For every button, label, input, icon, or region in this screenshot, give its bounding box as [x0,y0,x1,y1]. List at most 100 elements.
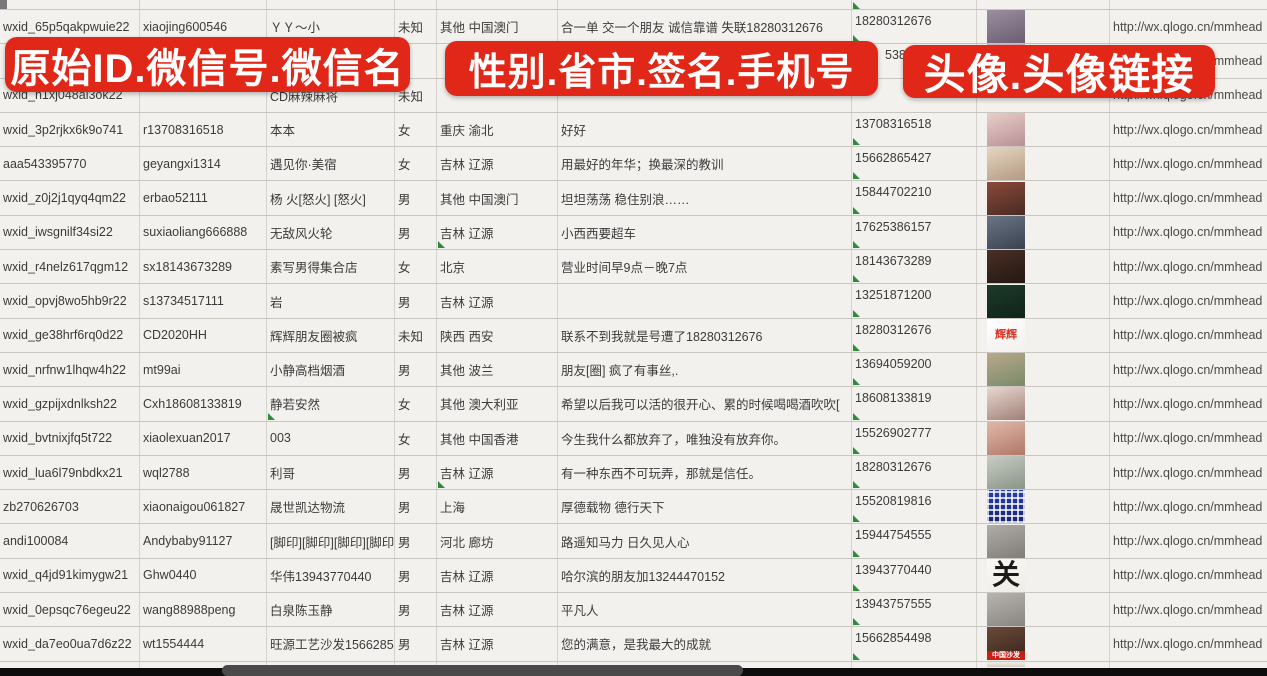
cell-original-id[interactable]: wxid_iwsgnilf34si22 [0,215,140,250]
cell-region[interactable]: 吉林 辽源 [437,593,558,627]
avatar-image[interactable] [987,181,1025,215]
cell-gender[interactable]: 男 [395,524,437,558]
cell-wechat-name[interactable]: 杨 火[怒火] [怒火] [267,181,395,215]
cell-original-id[interactable]: wxid_nrfnw1lhqw4h22 [0,352,140,387]
avatar-image[interactable] [987,387,1025,421]
avatar-image[interactable] [987,353,1025,387]
cell-wechat-id[interactable]: wql2788 [140,455,267,490]
avatar-image[interactable] [987,421,1025,455]
cell-wechat-name[interactable]: 辉辉朋友圈被疯 [267,318,395,352]
cell-phone[interactable]: 18608133819 [852,387,977,421]
cell-wechat-id[interactable]: wang88988peng [140,593,267,627]
avatar-image[interactable] [987,215,1025,249]
avatar-image[interactable] [987,490,1025,524]
cell-wechat-id[interactable]: r13708316518 [140,112,267,147]
cell-avatar-link[interactable]: http://wx.qlogo.cn/mmhead [1113,568,1263,583]
cell-phone[interactable]: 13943770440 [852,558,977,593]
cell-wechat-name[interactable]: [脚印][脚印][脚印][脚印 [267,524,395,558]
cell-wechat-id[interactable]: wt1554444 [140,627,267,661]
cell-original-id[interactable]: wxid_0epsqc76egeu22 [0,593,140,627]
cell-gender[interactable]: 女 [395,147,437,181]
cell-avatar-link[interactable]: http://wx.qlogo.cn/mmhead [1113,636,1263,651]
avatar-image[interactable] [987,524,1025,558]
cell-wechat-id[interactable]: Ghw0440 [140,558,267,593]
cell-signature[interactable]: 好好 [558,112,852,147]
cell-original-id[interactable]: wxid_ge38hrf6rq0d22 [0,318,140,352]
cell-gender[interactable]: 未知 [395,78,437,112]
cell-original-id[interactable]: zb270626703 [0,490,140,524]
cell-gender[interactable]: 男 [395,455,437,490]
cell-avatar[interactable] [977,284,1110,318]
cell-avatar[interactable] [977,147,1110,181]
avatar-image[interactable]: 辉辉 [987,318,1025,352]
cell-phone[interactable]: 13251871200 [852,284,977,318]
cell-signature[interactable]: 平凡人 [558,593,852,627]
cell-signature[interactable]: 坦坦荡荡 稳住别浪…… [558,181,852,215]
cell-region[interactable]: 吉林 辽源 [437,558,558,593]
cell-gender[interactable]: 未知 [395,10,437,44]
cell-wechat-name[interactable]: 利哥 [267,455,395,490]
cell-wechat-id[interactable]: sx18143673289 [140,250,267,284]
cell-signature[interactable]: 用最好的年华；换最深的教训 [558,147,852,181]
cell-original-id[interactable]: wxid_da7eo0ua7d6z22 [0,627,140,661]
cell-gender[interactable]: 男 [395,181,437,215]
cell-wechat-name[interactable]: 华伟13943770440 [267,558,395,593]
cell-region[interactable]: 吉林 辽源 [437,455,558,490]
cell-phone[interactable]: 18280312676 [852,318,977,352]
cell-avatar[interactable] [977,593,1110,627]
cell-avatar[interactable] [977,490,1110,524]
cell-region[interactable]: 河北 廊坊 [437,524,558,558]
cell-signature[interactable]: 合一单 交一个朋友 诚信靠谱 失联18280312676 [558,10,852,44]
avatar-image[interactable] [987,593,1025,627]
cell-signature[interactable]: 朋友[圈] 疯了有事丝,. [558,352,852,387]
avatar-image[interactable] [987,10,1025,44]
cell-phone[interactable]: 15526902777 [852,421,977,455]
cell-wechat-name[interactable]: 本本 [267,112,395,147]
cell-avatar[interactable]: 关 [977,558,1110,593]
cell-wechat-id[interactable]: xiaojing600546 [140,10,267,44]
cell-region[interactable]: 陕西 西安 [437,318,558,352]
cell-signature[interactable]: 哈尔滨的朋友加13244470152 [558,558,852,593]
cell-avatar-link[interactable]: http://wx.qlogo.cn/mmhead [1113,294,1263,309]
cell-wechat-id[interactable] [140,78,267,112]
cell-gender[interactable]: 女 [395,421,437,455]
cell-phone[interactable]: 15944754555 [852,524,977,558]
cell-gender[interactable]: 男 [395,558,437,593]
cell-signature[interactable]: 小西西要超车 [558,215,852,250]
cell-avatar[interactable] [977,421,1110,455]
cell-avatar-link[interactable]: http://wx.qlogo.cn/mmhead [1113,431,1263,446]
cell-wechat-id[interactable]: xiaonaigou061827 [140,490,267,524]
cell-phone[interactable]: 13943757555 [852,593,977,627]
cell-phone[interactable]: 15844702210 [852,181,977,215]
cell-wechat-id[interactable]: erbao52111 [140,181,267,215]
cell-phone[interactable]: 15662865427 [852,147,977,181]
cell-phone[interactable]: 18280312676 [852,455,977,490]
cell-gender[interactable] [395,44,437,78]
cell-avatar-link[interactable]: http://wx.qlogo.cn/mmhead [1113,19,1263,34]
cell-avatar[interactable] [977,215,1110,250]
cell-original-id[interactable]: wxid_3p2rjkx6k9o741 [0,112,140,147]
cell-wechat-id[interactable]: Andybaby91127 [140,524,267,558]
cell-gender[interactable]: 男 [395,284,437,318]
cell-wechat-name[interactable]: 无敌风火轮 [267,215,395,250]
cell-gender[interactable]: 未知 [395,318,437,352]
cell-wechat-id[interactable]: xiaolexuan2017 [140,421,267,455]
avatar-image[interactable] [987,284,1025,318]
cell-phone[interactable]: 18143673289 [852,250,977,284]
cell-region[interactable]: 其他 澳大利亚 [437,387,558,421]
cell-wechat-name[interactable]: 静若安然 [267,387,395,421]
cell-original-id[interactable]: wxid_bvtnixjfq5t722 [0,421,140,455]
cell-region[interactable]: 其他 中国澳门 [437,181,558,215]
cell-signature[interactable]: 希望以后我可以活的很开心、累的时候喝喝酒吹吹[ [558,387,852,421]
cell-avatar[interactable] [977,352,1110,387]
cell-wechat-name[interactable]: 小静高档烟酒 [267,352,395,387]
cell-wechat-id[interactable]: geyangxi1314 [140,147,267,181]
cell-avatar[interactable]: 辉辉 [977,318,1110,352]
cell-original-id[interactable]: wxid_65p5qakpwuie22 [0,10,140,44]
cell-region[interactable]: 吉林 辽源 [437,147,558,181]
cell-wechat-id[interactable]: mt99ai [140,352,267,387]
cell-gender[interactable]: 男 [395,627,437,661]
cell-phone[interactable]: 15520819816 [852,490,977,524]
cell-region[interactable]: 吉林 辽源 [437,284,558,318]
cell-region[interactable]: 重庆 渝北 [437,112,558,147]
